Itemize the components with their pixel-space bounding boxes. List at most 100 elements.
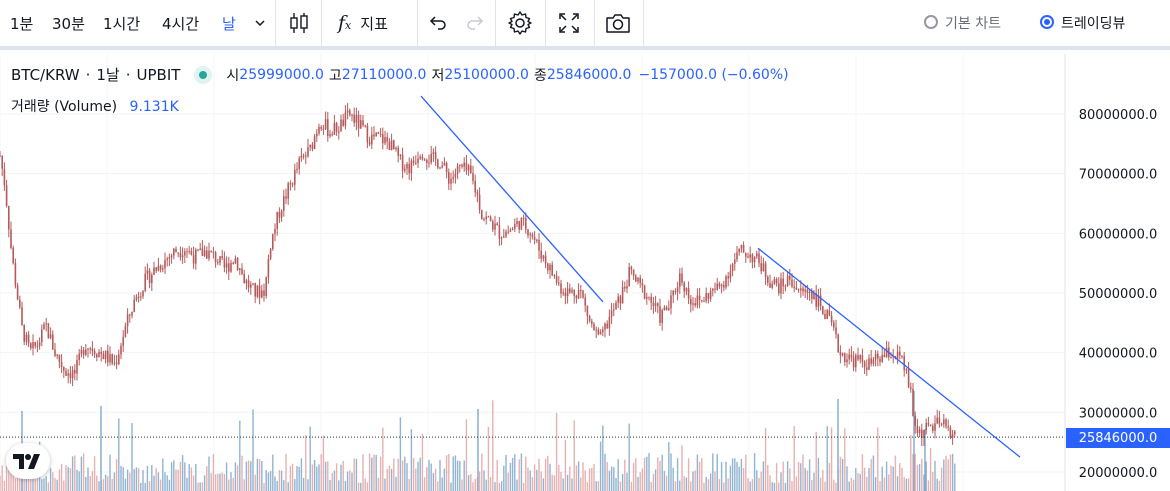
candle-body [496,223,498,226]
symbol-name[interactable]: BTC/KRW [11,65,80,84]
candle-body [844,353,846,363]
volume-bar [745,454,747,491]
interval-1m-button[interactable]: 1분 [10,0,33,46]
volume-bar [492,400,494,491]
volume-bar [393,458,395,491]
indicators-button[interactable]: fx 지표 [338,0,388,46]
basic-chart-option[interactable]: 기본 차트 [945,0,1001,46]
volume-bar [344,480,347,491]
volume-bar [586,482,589,491]
volume-bar [375,454,377,491]
candle-body [769,282,771,288]
volume-bar [615,478,617,491]
candle-body [34,342,36,347]
candle-body [745,252,747,257]
candle-body [789,275,791,280]
volume-bar [481,453,483,491]
volume-bar [245,461,248,491]
candle-body [617,296,619,303]
volume-bar [456,460,459,491]
candle-body [465,162,468,171]
volume-bar [819,477,822,491]
candle-body [320,126,322,129]
candle-body [595,329,597,331]
volume-bar [210,473,212,491]
volume-bar [709,473,712,491]
candle-body [133,299,135,312]
volume-bar [736,461,738,491]
candle-body [837,334,839,352]
interval-dropdown-button[interactable] [254,0,266,46]
price-tick-label: 70000000.0 [1079,168,1158,183]
candle-body [450,178,452,184]
settings-button[interactable] [507,0,533,46]
basic-chart-radio[interactable] [924,15,938,29]
fullscreen-button[interactable] [558,0,580,46]
candle-body [335,122,338,132]
candle-body [705,293,707,302]
candle-body [560,283,562,294]
volume-bar [329,479,331,491]
interval-4h-button[interactable]: 4시간 [162,0,199,46]
tradingview-option[interactable]: 트레이딩뷰 [1061,0,1125,46]
candle-body [195,249,197,264]
volume-bar [208,456,210,491]
candle-body [877,353,879,359]
volume-bar [199,482,201,491]
candle-body [751,254,754,263]
interval-1h-button[interactable]: 1시간 [103,0,140,46]
volume-bar [542,478,545,491]
candle-body [866,367,868,370]
interval-day-button[interactable]: 날 [222,0,236,46]
volume-bar [802,454,804,491]
volume-bar [102,479,105,491]
interval-30m-button[interactable]: 30분 [52,0,85,46]
candle-body [32,342,34,349]
volume-bar [494,482,496,491]
volume-bar [60,463,63,491]
volume-bar [302,477,305,491]
candle-body [791,279,793,287]
interval-day-label: 날 [222,14,236,33]
candle-body [676,286,679,293]
volume-label[interactable]: 거래량 (Volume) [11,99,118,115]
undo-button[interactable] [428,0,448,46]
volume-bar [190,467,193,491]
volume-bar [635,458,637,491]
volume-bar [45,476,47,491]
candle-body [723,284,725,288]
price-chart[interactable]: 80000000.0 70000000.0 60000000.0 50000000.0… [0,54,1170,491]
volume-bar [485,479,487,491]
candle-body [747,256,749,258]
volume-bar [10,470,12,491]
volume-bar [813,472,815,491]
candle-body [668,308,670,311]
volume-bar [690,481,692,491]
volume-bar [857,473,859,491]
candle-body [635,275,637,282]
candle-body [652,302,655,306]
volume-bar [296,466,298,491]
volume-bar [217,473,219,491]
chart-type-button[interactable] [288,0,310,46]
volume-bar [445,455,448,491]
candle-body [569,288,571,293]
candle-body [461,164,463,167]
candle-body [346,110,349,113]
volume-bar [467,475,470,491]
candle-body [555,275,558,283]
volume-bar [52,472,54,491]
volume-bar [940,467,943,491]
screenshot-button[interactable] [605,0,631,46]
legend-interval: 1날 [96,66,120,84]
redo-button[interactable] [465,0,485,46]
candle-body [43,324,45,330]
candle-body [566,288,569,297]
volume-bar [443,468,446,491]
volume-bar [859,474,861,491]
candle-body [896,351,899,359]
candle-body [725,276,727,288]
tradingview-radio[interactable] [1040,15,1054,29]
tradingview-logo[interactable] [6,443,50,479]
volume-bars [0,391,956,491]
